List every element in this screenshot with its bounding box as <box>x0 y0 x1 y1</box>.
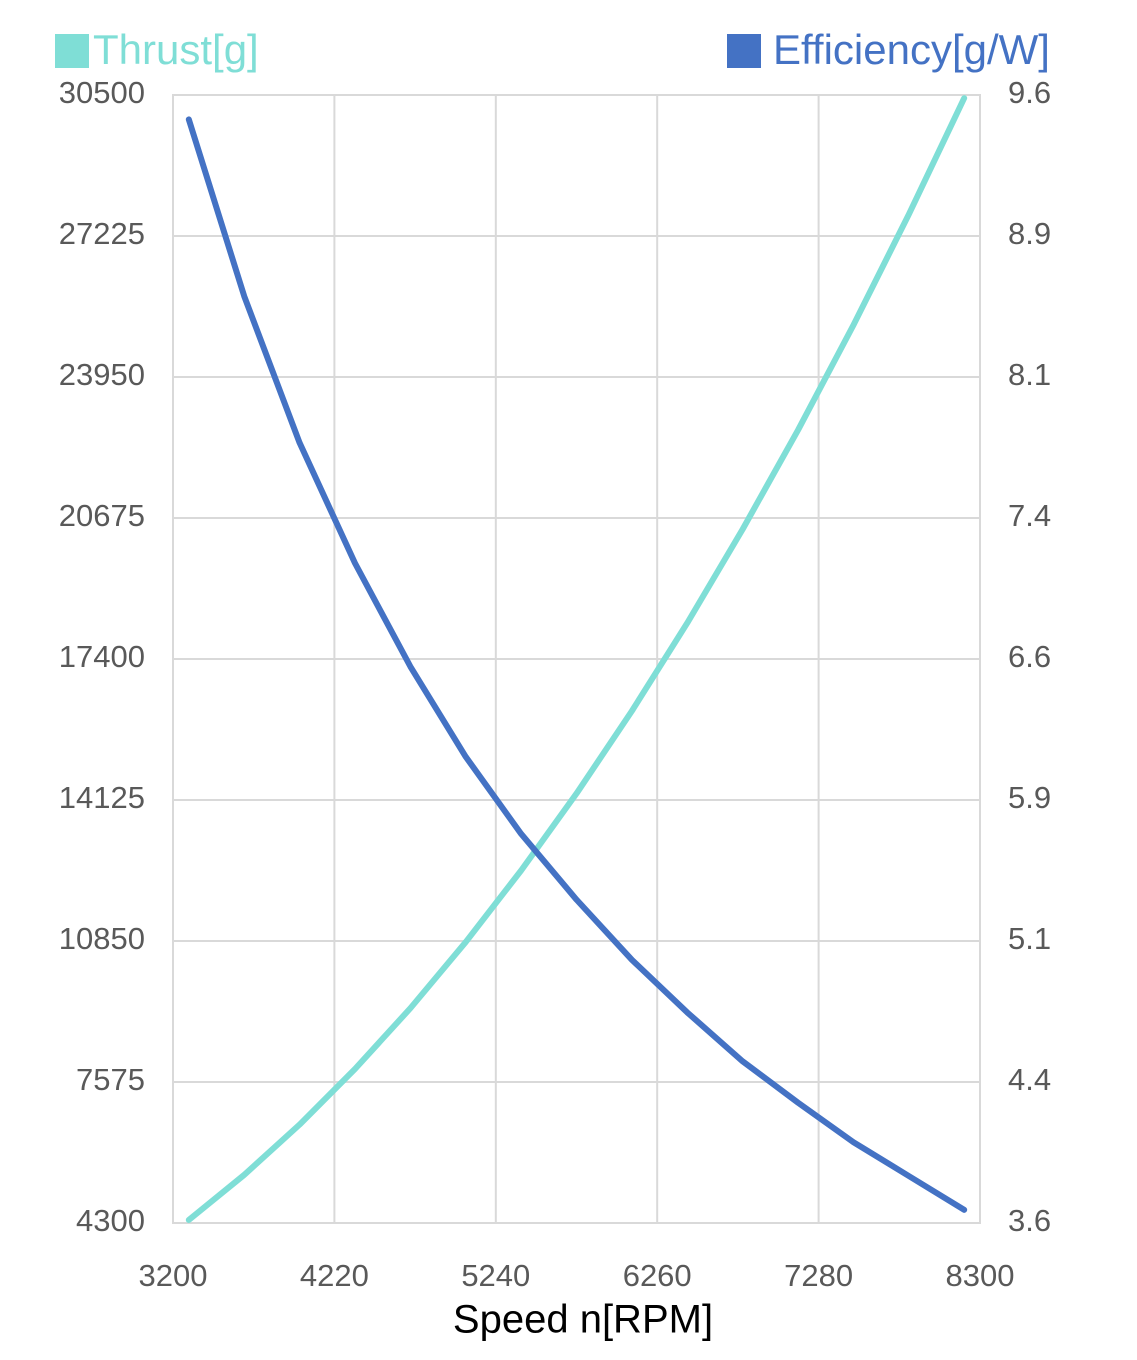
x-tick-label: 8300 <box>946 1258 1015 1293</box>
y-tick-label: 27225 <box>59 216 145 251</box>
legend-label: Efficiency[g/W] <box>773 26 1050 73</box>
y2-tick-label: 3.6 <box>1008 1203 1051 1238</box>
x-tick-label: 3200 <box>139 1258 208 1293</box>
x-tick-label: 5240 <box>461 1258 530 1293</box>
y2-tick-label: 9.6 <box>1008 75 1051 110</box>
data-line <box>185 95 968 1223</box>
y-tick-label: 17400 <box>59 639 145 674</box>
y2-tick-label: 7.4 <box>1008 498 1051 533</box>
y-tick-label: 10850 <box>59 921 145 956</box>
y2-tick-label: 8.1 <box>1008 357 1051 392</box>
x-axis-title: Speed n[RPM] <box>453 1298 713 1342</box>
x-tick-label: 6260 <box>623 1258 692 1293</box>
y-tick-label: 20675 <box>59 498 145 533</box>
y2-tick-label: 8.9 <box>1008 216 1051 251</box>
legend-swatch <box>727 34 761 68</box>
y-tick-label: 14125 <box>59 780 145 815</box>
y2-tick-label: 5.9 <box>1008 780 1051 815</box>
legend-label: Thrust[g] <box>93 26 259 73</box>
y2-tick-label: 5.1 <box>1008 921 1051 956</box>
legend-swatch <box>55 34 89 68</box>
y2-tick-label: 6.6 <box>1008 639 1051 674</box>
x-tick-label: 4220 <box>300 1258 369 1293</box>
x-tick-label: 7280 <box>784 1258 853 1293</box>
y-tick-label: 7575 <box>76 1062 145 1097</box>
y-tick-label: 4300 <box>76 1203 145 1238</box>
y-tick-label: 30500 <box>59 75 145 110</box>
y2-tick-label: 4.4 <box>1008 1062 1051 1097</box>
data-line <box>185 116 968 1213</box>
y-tick-label: 23950 <box>59 357 145 392</box>
